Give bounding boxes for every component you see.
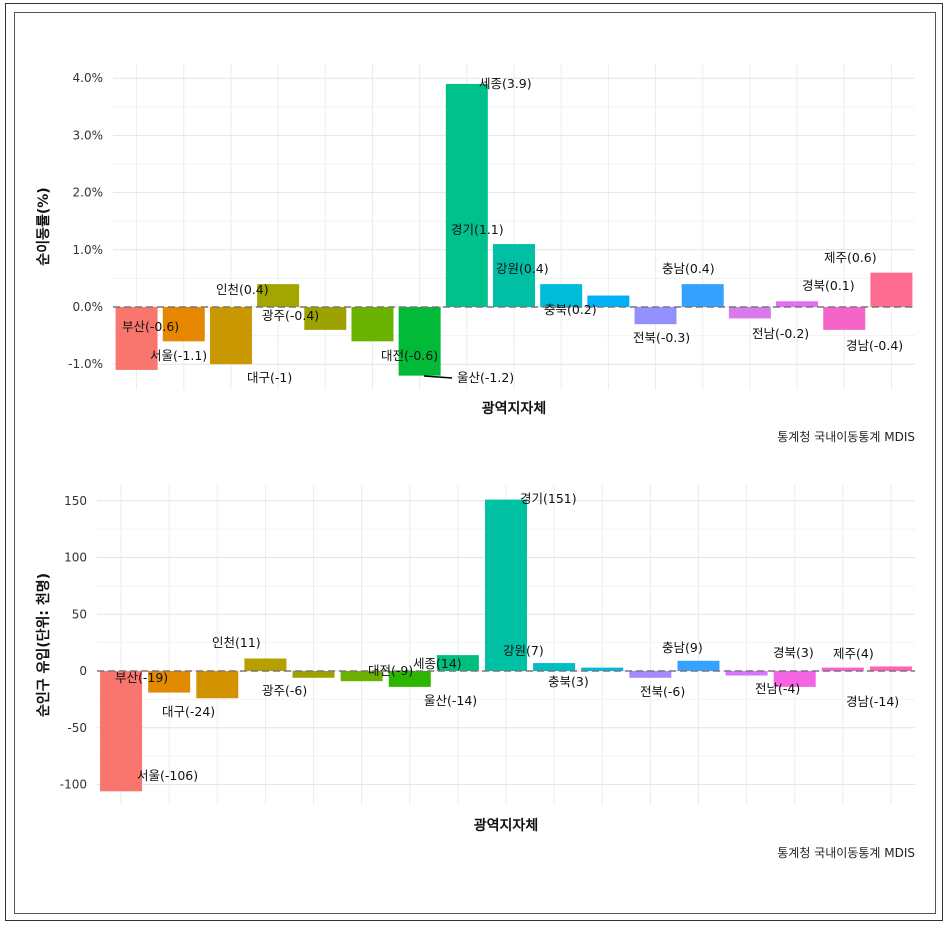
data-label: 경기(151): [520, 491, 577, 506]
bar-인천: [257, 284, 300, 307]
y-tick-label: -50: [67, 721, 87, 735]
data-label: 경기(1.1): [451, 222, 504, 237]
bar-서울: [100, 671, 143, 792]
y-axis-title: 순인구 유입(단위: 천명): [35, 573, 52, 717]
bar-울산: [388, 671, 431, 687]
bar-대구: [148, 671, 191, 693]
data-label: 경남(-0.4): [846, 338, 903, 353]
data-label: 전북(-6): [640, 684, 685, 699]
x-axis-title: 광역지자체: [482, 400, 546, 417]
data-label: 전남(-0.2): [752, 326, 809, 341]
bar-세종: [436, 655, 479, 671]
inner-frame: [14, 12, 936, 914]
y-tick-label: 0.0%: [73, 300, 104, 314]
bar-전남: [725, 671, 768, 676]
data-label: 서울(-1.1): [150, 348, 207, 363]
bar-경북: [821, 667, 864, 671]
y-tick-label: 4.0%: [73, 71, 104, 85]
chart-caption: 통계청 국내이동통계 MDIS: [777, 846, 915, 860]
chart-net-migration-rate: -1.0% 0.0% 1.0% 2.0% 3.0% 4.0% 부산(-0.6) 서울(-1.1…: [35, 63, 915, 444]
data-label: 인천(0.4): [216, 282, 269, 297]
data-label: 대전(-9): [368, 663, 413, 678]
bar-인천: [244, 658, 287, 671]
bar-강원: [540, 284, 583, 307]
chart-caption: 통계청 국내이동통계 MDIS: [777, 430, 915, 444]
data-label: 충북(3): [548, 674, 589, 689]
bar-세종: [445, 83, 488, 307]
y-tick-label: -1.0%: [68, 357, 103, 371]
bar-제주: [870, 272, 913, 307]
y-tick-label: 3.0%: [73, 128, 104, 142]
y-tick-label: -100: [60, 778, 87, 792]
data-label: 경북(3): [773, 645, 814, 660]
bar-부산: [196, 671, 239, 699]
bar-충남: [681, 284, 724, 307]
bar-경기: [493, 244, 535, 307]
data-label: 경북(0.1): [802, 278, 855, 293]
y-tick-label: 1.0%: [73, 243, 104, 257]
outer-frame: [5, 3, 943, 921]
bar-광주: [304, 307, 347, 330]
data-label: 전북(-0.3): [633, 330, 690, 345]
data-label: 광주(-0.4): [262, 308, 319, 323]
bar-광주: [292, 671, 335, 678]
y-tick-label: 0: [79, 664, 87, 678]
data-label: 부산(-19): [115, 670, 168, 685]
data-label: 제주(4): [833, 646, 874, 661]
bar-경기: [485, 499, 527, 671]
y-tick-label: 50: [72, 607, 87, 621]
y-axis-title: 순이동률(%): [35, 187, 52, 265]
data-label: 대전(-0.6): [381, 348, 438, 363]
data-label: 충남(9): [662, 640, 703, 655]
data-label: 광주(-6): [262, 683, 307, 698]
data-label: 세종(3.9): [479, 76, 532, 91]
y-tick-label: 100: [64, 551, 87, 565]
bar-전북: [629, 671, 672, 678]
bar-강원: [533, 663, 576, 671]
bar-충남: [677, 660, 720, 671]
data-label: 서울(-106): [137, 768, 198, 783]
bar-전남: [728, 307, 771, 319]
data-label: 충북(0.2): [544, 302, 597, 317]
data-label: 강원(0.4): [496, 261, 549, 276]
data-label: 울산(-14): [424, 693, 477, 708]
chart-net-population-inflow: -100 -50 0 50 100 150 서울(-106) 부산(-19) 대구(-24) 인천…: [35, 485, 915, 860]
bar-대전: [351, 307, 394, 342]
data-label: 경남(-14): [846, 694, 899, 709]
bar-충북: [587, 295, 630, 307]
bar-대전: [340, 671, 383, 682]
data-label: 울산(-1.2): [457, 370, 514, 385]
y-tick-label: 150: [64, 494, 87, 508]
y-tick-label: 2.0%: [73, 186, 104, 200]
bar-울산: [398, 307, 441, 376]
bar-경남: [773, 671, 816, 687]
data-label: 충남(0.4): [662, 261, 715, 276]
label-leader-line: [423, 375, 453, 379]
bar-경북: [776, 301, 819, 307]
data-label: 세종(14): [413, 656, 462, 671]
bar-충북: [581, 667, 624, 671]
data-label: 인천(11): [212, 635, 261, 650]
data-label: 전남(-4): [755, 681, 800, 696]
bar-서울: [162, 307, 205, 342]
bar-경남: [823, 307, 866, 330]
bar-전북: [634, 307, 677, 325]
bar-부산: [115, 307, 158, 370]
data-label: 대구(-1): [247, 370, 292, 385]
data-label: 제주(0.6): [824, 250, 877, 265]
bar-제주: [869, 666, 912, 671]
bar-대구: [209, 307, 252, 365]
data-label: 대구(-24): [162, 704, 215, 719]
data-label: 강원(7): [503, 643, 544, 658]
x-axis-title: 광역지자체: [474, 817, 538, 834]
data-label: 부산(-0.6): [122, 319, 179, 334]
